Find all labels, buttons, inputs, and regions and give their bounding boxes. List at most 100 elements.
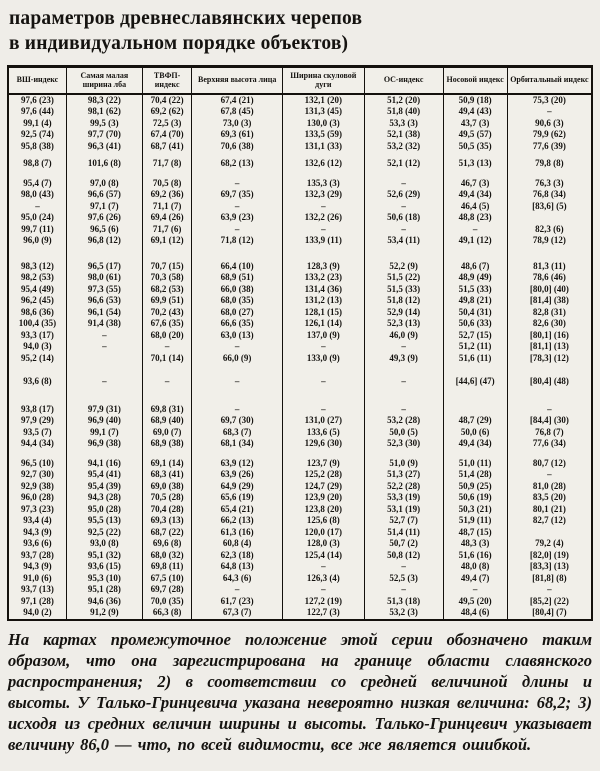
- table-cell: 95,0 (28): [65, 503, 143, 516]
- table-cell: 49,8 (21): [442, 295, 508, 307]
- table-spacer-cell: [363, 169, 444, 178]
- table-cell: 46,7 (3): [442, 177, 508, 190]
- table-cell: 93,7 (13): [7, 584, 67, 596]
- table-cell: –: [442, 223, 508, 236]
- table-cell: [81,4] (38): [506, 295, 593, 307]
- table-cell: 51,6 (11): [442, 352, 508, 365]
- table-spacer-row: [7, 246, 593, 261]
- table-cell: 52,3 (13): [363, 318, 444, 330]
- table-cell: 63,0 (13): [191, 329, 283, 342]
- table-cell: –: [281, 223, 365, 236]
- table-spacer-cell: [7, 449, 67, 458]
- table-cell: 83,5 (20): [506, 492, 593, 504]
- table-cell: 95,0 (24): [7, 212, 67, 224]
- table-cell: 53,1 (19): [363, 503, 444, 516]
- craniometric-data-table: ВШ-индекс Самая малая ширина лба ТВФП-инде…: [7, 64, 593, 621]
- table-cell: 96,9 (40): [65, 415, 143, 427]
- table-cell: 97,9 (31): [65, 403, 143, 416]
- table-row: 97,6 (44) 98,1 (62) 69,2 (62) 67,8 (45) 131,…: [7, 106, 593, 118]
- table-cell: 50,3 (21): [442, 503, 508, 516]
- table-cell: –: [506, 469, 593, 481]
- table-spacer-cell: [442, 449, 508, 458]
- table-cell: 93,6 (8): [7, 376, 67, 388]
- table-cell: 52,7 (15): [442, 329, 508, 342]
- table-cell: [83,6] (5): [506, 200, 593, 213]
- table-cell: 50,9 (25): [442, 480, 508, 493]
- table-cell: 95,2 (14): [7, 352, 67, 365]
- table-cell: 69,2 (62): [141, 106, 193, 118]
- table-cell: 68,0 (27): [191, 306, 283, 319]
- table-row: 97,3 (23) 95,0 (28) 70,4 (28) 65,4 (21) 123,…: [7, 503, 593, 516]
- table-cell: 82,3 (6): [506, 223, 593, 236]
- table-cell: 78,6 (46): [506, 272, 593, 284]
- table-cell: 125,4 (14): [281, 549, 365, 562]
- table-cell: 65,6 (19): [191, 492, 283, 504]
- table-cell: 97,6 (23): [7, 93, 67, 107]
- table-cell: 73,0 (3): [191, 117, 283, 130]
- table-cell: 95,4 (49): [7, 283, 67, 296]
- table-cell: 48,3 (3): [442, 538, 508, 550]
- table-cell: 64,8 (13): [191, 561, 283, 573]
- table-cell: 70,0 (35): [141, 595, 193, 608]
- table-cell: 46,4 (5): [442, 200, 508, 213]
- table-cell: 131,4 (36): [281, 283, 365, 296]
- table-cell: –: [363, 403, 444, 416]
- table-cell: 98,2 (53): [7, 272, 67, 284]
- table-cell: 96,1 (54): [65, 306, 143, 319]
- table-cell: 101,6 (8): [65, 158, 143, 170]
- table-cell: 97,6 (44): [7, 106, 67, 118]
- table-cell: 51,8 (12): [363, 295, 444, 307]
- table-spacer-cell: [65, 152, 143, 159]
- table-cell: 79,8 (8): [506, 158, 593, 170]
- table-cell: [506, 526, 593, 539]
- table-spacer-cell: [191, 449, 283, 458]
- table-cell: 79,2 (4): [506, 538, 593, 550]
- table-cell: –: [141, 376, 193, 388]
- table-cell: 94,0 (2): [7, 607, 67, 620]
- table-cell: 49,5 (20): [442, 595, 508, 608]
- table-cell: 98,1 (62): [65, 106, 143, 118]
- table-cell: 68,0 (32): [141, 549, 193, 562]
- table-row: 94,4 (34) 96,9 (38) 68,9 (38) 68,1 (34) 129,…: [7, 438, 593, 450]
- table-cell: 132,2 (26): [281, 212, 365, 224]
- table-row: 95,2 (14) 70,1 (14) 66,0 (9) 133,0 (9) 49,3 …: [7, 352, 593, 365]
- table-spacer-cell: [141, 364, 193, 377]
- table-cell: –: [281, 561, 365, 573]
- table-cell: 64,9 (29): [191, 480, 283, 493]
- table-cell: 133,2 (23): [281, 272, 365, 284]
- table-cell: 50,6 (19): [442, 492, 508, 504]
- table-cell: 96,3 (41): [65, 140, 143, 153]
- table-cell: 96,0 (28): [7, 492, 67, 504]
- table-cell: [80,1] (16): [506, 329, 593, 342]
- table-cell: 96,6 (57): [65, 189, 143, 201]
- table-cell: 51,4 (28): [442, 469, 508, 481]
- table-cell: 68,7 (41): [141, 140, 193, 153]
- table-cell: 82,6 (30): [506, 318, 593, 330]
- table-cell: 99,5 (3): [65, 117, 143, 130]
- table-cell: 52,2 (9): [363, 260, 444, 273]
- table-cell: 77,6 (34): [506, 438, 593, 450]
- table-cell: 50,5 (35): [442, 140, 508, 153]
- table-spacer-cell: [281, 246, 365, 261]
- table-cell: 92,9 (38): [7, 480, 67, 493]
- table-cell: 128,0 (3): [281, 538, 365, 550]
- table-cell: 94,3 (9): [7, 561, 67, 573]
- table-spacer-cell: [141, 449, 193, 458]
- table-cell: 133,6 (5): [281, 426, 365, 439]
- table-cell: 99,1 (4): [7, 117, 67, 130]
- column-header: Самая малая ширина лба: [65, 65, 143, 95]
- table-spacer-row: [7, 387, 593, 404]
- table-cell: 76,8 (34): [506, 189, 593, 201]
- table-spacer-cell: [506, 449, 593, 458]
- table-cell: 76,8 (7): [506, 426, 593, 439]
- table-cell: 52,7 (7): [363, 515, 444, 527]
- table-row: 94,0 (3) – – – – –51,2 (11) [81,1] (13): [7, 341, 593, 353]
- table-cell: 92,5 (74): [7, 129, 67, 141]
- table-cell: [81,8] (8): [506, 572, 593, 585]
- table-cell: 95,1 (28): [65, 584, 143, 596]
- table-row: 98,0 (43) 96,6 (57) 69,2 (36) 69,7 (35) 132,…: [7, 189, 593, 201]
- table-cell: [83,3] (13): [506, 561, 593, 573]
- table-cell: 67,8 (45): [191, 106, 283, 118]
- table-cell: 50,6 (18): [363, 212, 444, 224]
